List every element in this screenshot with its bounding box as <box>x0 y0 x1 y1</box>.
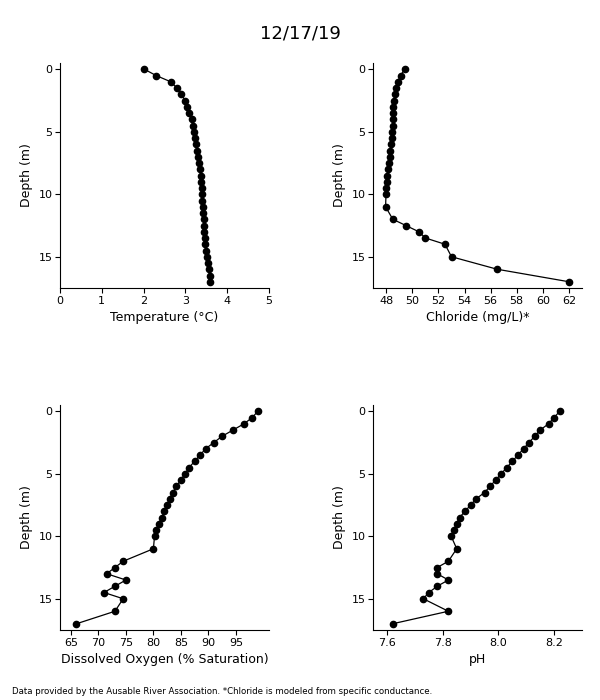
Y-axis label: Depth (m): Depth (m) <box>333 486 346 550</box>
Y-axis label: Depth (m): Depth (m) <box>20 144 33 207</box>
Text: Data provided by the Ausable River Association. *Chloride is modeled from specif: Data provided by the Ausable River Assoc… <box>12 687 432 696</box>
Text: 12/17/19: 12/17/19 <box>260 25 340 43</box>
X-axis label: Temperature (°C): Temperature (°C) <box>110 312 218 324</box>
Y-axis label: Depth (m): Depth (m) <box>20 486 33 550</box>
X-axis label: Chloride (mg/L)*: Chloride (mg/L)* <box>426 312 529 324</box>
X-axis label: pH: pH <box>469 653 486 666</box>
X-axis label: Dissolved Oxygen (% Saturation): Dissolved Oxygen (% Saturation) <box>61 653 268 666</box>
Y-axis label: Depth (m): Depth (m) <box>333 144 346 207</box>
